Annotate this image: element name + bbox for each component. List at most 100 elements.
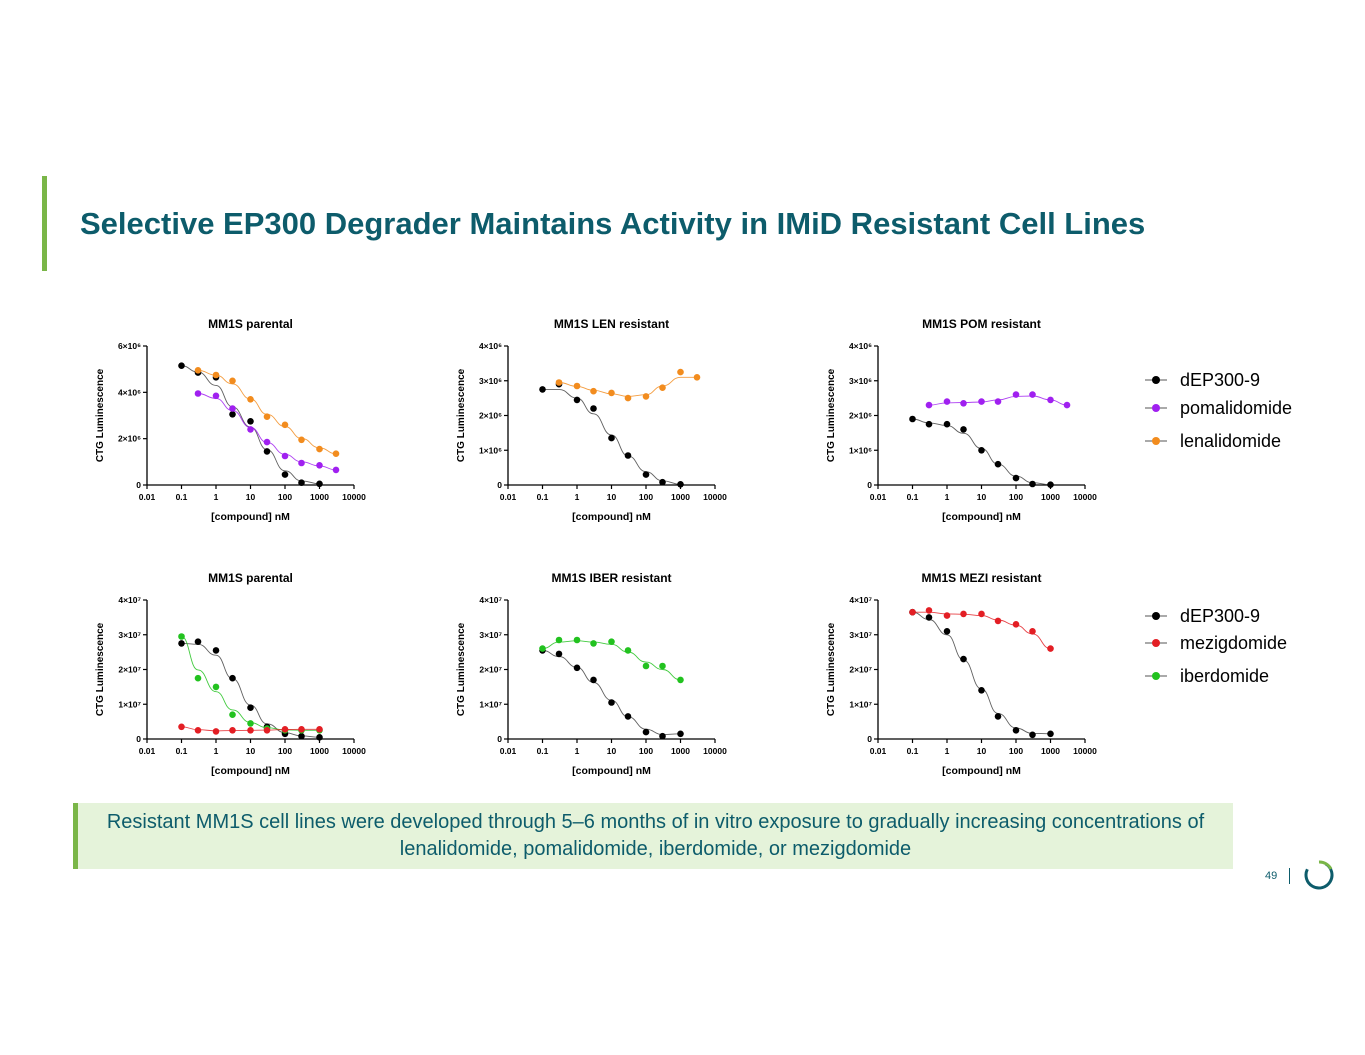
legend-label: dEP300-9 <box>1180 370 1261 390</box>
series-dEP300-9 <box>539 647 684 740</box>
data-point <box>1047 645 1054 652</box>
data-point <box>925 420 933 428</box>
data-point <box>1047 730 1054 738</box>
data-point <box>960 400 967 407</box>
y-tick-label: 4×10⁶ <box>118 387 141 397</box>
legend-marker-black <box>1145 376 1167 384</box>
chart-mm1s-parental-bottom: MM1S parental CTG Luminescence [compound] … <box>92 567 377 782</box>
series-pomalidomide <box>925 391 1071 409</box>
x-tick-label: 100 <box>639 746 653 756</box>
chart-mm1s-iber-resistant: MM1S IBER resistant CTG Luminescence [comp… <box>453 567 738 782</box>
y-tick-label: 0 <box>136 734 141 744</box>
data-point <box>298 732 305 740</box>
y-tick-label: 1×10⁶ <box>849 445 872 455</box>
data-point <box>1063 401 1071 409</box>
x-tick-label: 1000 <box>1041 492 1060 502</box>
x-tick-label: 0.01 <box>500 746 517 756</box>
data-point <box>978 447 985 454</box>
data-point <box>642 471 650 478</box>
data-point <box>693 374 701 381</box>
chart-title: MM1S parental <box>208 317 293 331</box>
page-title: Selective EP300 Degrader Maintains Activ… <box>80 206 1146 241</box>
data-point <box>978 610 985 618</box>
page-number-divider <box>1289 868 1290 884</box>
data-point <box>624 713 632 720</box>
data-point <box>1029 731 1036 739</box>
data-point <box>263 448 271 455</box>
data-point <box>555 379 563 386</box>
data-point <box>1029 628 1036 635</box>
data-point <box>624 647 632 654</box>
x-tick-label: 10 <box>977 492 987 502</box>
data-point <box>298 459 305 467</box>
fit-curve <box>197 393 337 471</box>
chart-svg: MM1S parental CTG Luminescence [compound] … <box>95 571 366 777</box>
x-tick-label: 1 <box>214 746 219 756</box>
data-point <box>642 728 650 736</box>
chart-title: MM1S POM resistant <box>922 317 1041 331</box>
chart-mm1s-mezi-resistant: MM1S MEZI resistant CTG Luminescence [comp… <box>823 567 1108 782</box>
chart-title: MM1S MEZI resistant <box>921 571 1041 585</box>
x-tick-label: 10000 <box>703 746 727 756</box>
x-tick-label: 0.1 <box>537 746 549 756</box>
data-point <box>608 389 615 397</box>
data-point <box>247 426 254 433</box>
y-axis-label: CTG Luminescence <box>95 368 106 462</box>
y-axis-label: CTG Luminescence <box>826 368 837 462</box>
x-tick-label: 10000 <box>342 746 366 756</box>
y-tick-label: 0 <box>136 480 141 490</box>
series-mezigdomide <box>178 723 323 735</box>
y-tick-label: 3×10⁷ <box>849 630 872 640</box>
x-tick-label: 0.01 <box>500 492 517 502</box>
data-point <box>943 398 951 405</box>
data-point <box>624 452 632 459</box>
data-point <box>960 426 967 433</box>
x-tick-label: 1 <box>214 492 219 502</box>
data-point <box>573 382 581 390</box>
data-point <box>608 638 615 645</box>
data-point <box>943 612 951 619</box>
chart-title: MM1S IBER resistant <box>551 571 671 585</box>
data-point <box>909 608 916 616</box>
legend-marker-black <box>1145 612 1167 620</box>
data-point <box>178 640 185 647</box>
x-tick-label: 100 <box>278 492 292 502</box>
y-tick-label: 3×10⁷ <box>118 630 141 640</box>
x-tick-label: 1 <box>945 492 950 502</box>
data-point <box>229 711 236 718</box>
data-point <box>659 662 666 670</box>
x-axis-label: [compound] nM <box>211 511 290 523</box>
series-lenalidomide <box>194 367 340 457</box>
fit-curve <box>542 649 681 736</box>
chart-title: MM1S parental <box>208 571 293 585</box>
data-point <box>590 640 597 647</box>
data-point <box>194 674 202 682</box>
y-axis-label: CTG Luminescence <box>95 622 106 716</box>
data-point <box>1012 621 1020 628</box>
data-point <box>316 480 323 488</box>
data-point <box>555 650 563 658</box>
data-point <box>677 481 684 488</box>
data-point <box>229 405 236 412</box>
data-point <box>539 386 546 393</box>
x-tick-label: 0.01 <box>870 746 887 756</box>
x-tick-label: 10 <box>607 492 617 502</box>
data-point <box>978 687 985 694</box>
y-tick-label: 0 <box>867 480 872 490</box>
y-axis-label: CTG Luminescence <box>456 368 467 462</box>
series-iberdomide <box>539 636 684 684</box>
data-point <box>677 730 684 738</box>
x-tick-label: 0.1 <box>907 746 919 756</box>
x-tick-label: 10 <box>246 492 256 502</box>
data-point <box>608 434 615 442</box>
x-tick-label: 10 <box>246 746 256 756</box>
y-tick-label: 1×10⁶ <box>479 445 502 455</box>
data-point <box>247 727 254 734</box>
data-point <box>316 734 323 741</box>
y-tick-label: 2×10⁶ <box>479 411 502 421</box>
y-axis-label: CTG Luminescence <box>826 622 837 716</box>
x-tick-label: 1 <box>575 492 580 502</box>
data-point <box>281 421 289 429</box>
x-tick-label: 0.01 <box>870 492 887 502</box>
data-point <box>212 728 220 735</box>
